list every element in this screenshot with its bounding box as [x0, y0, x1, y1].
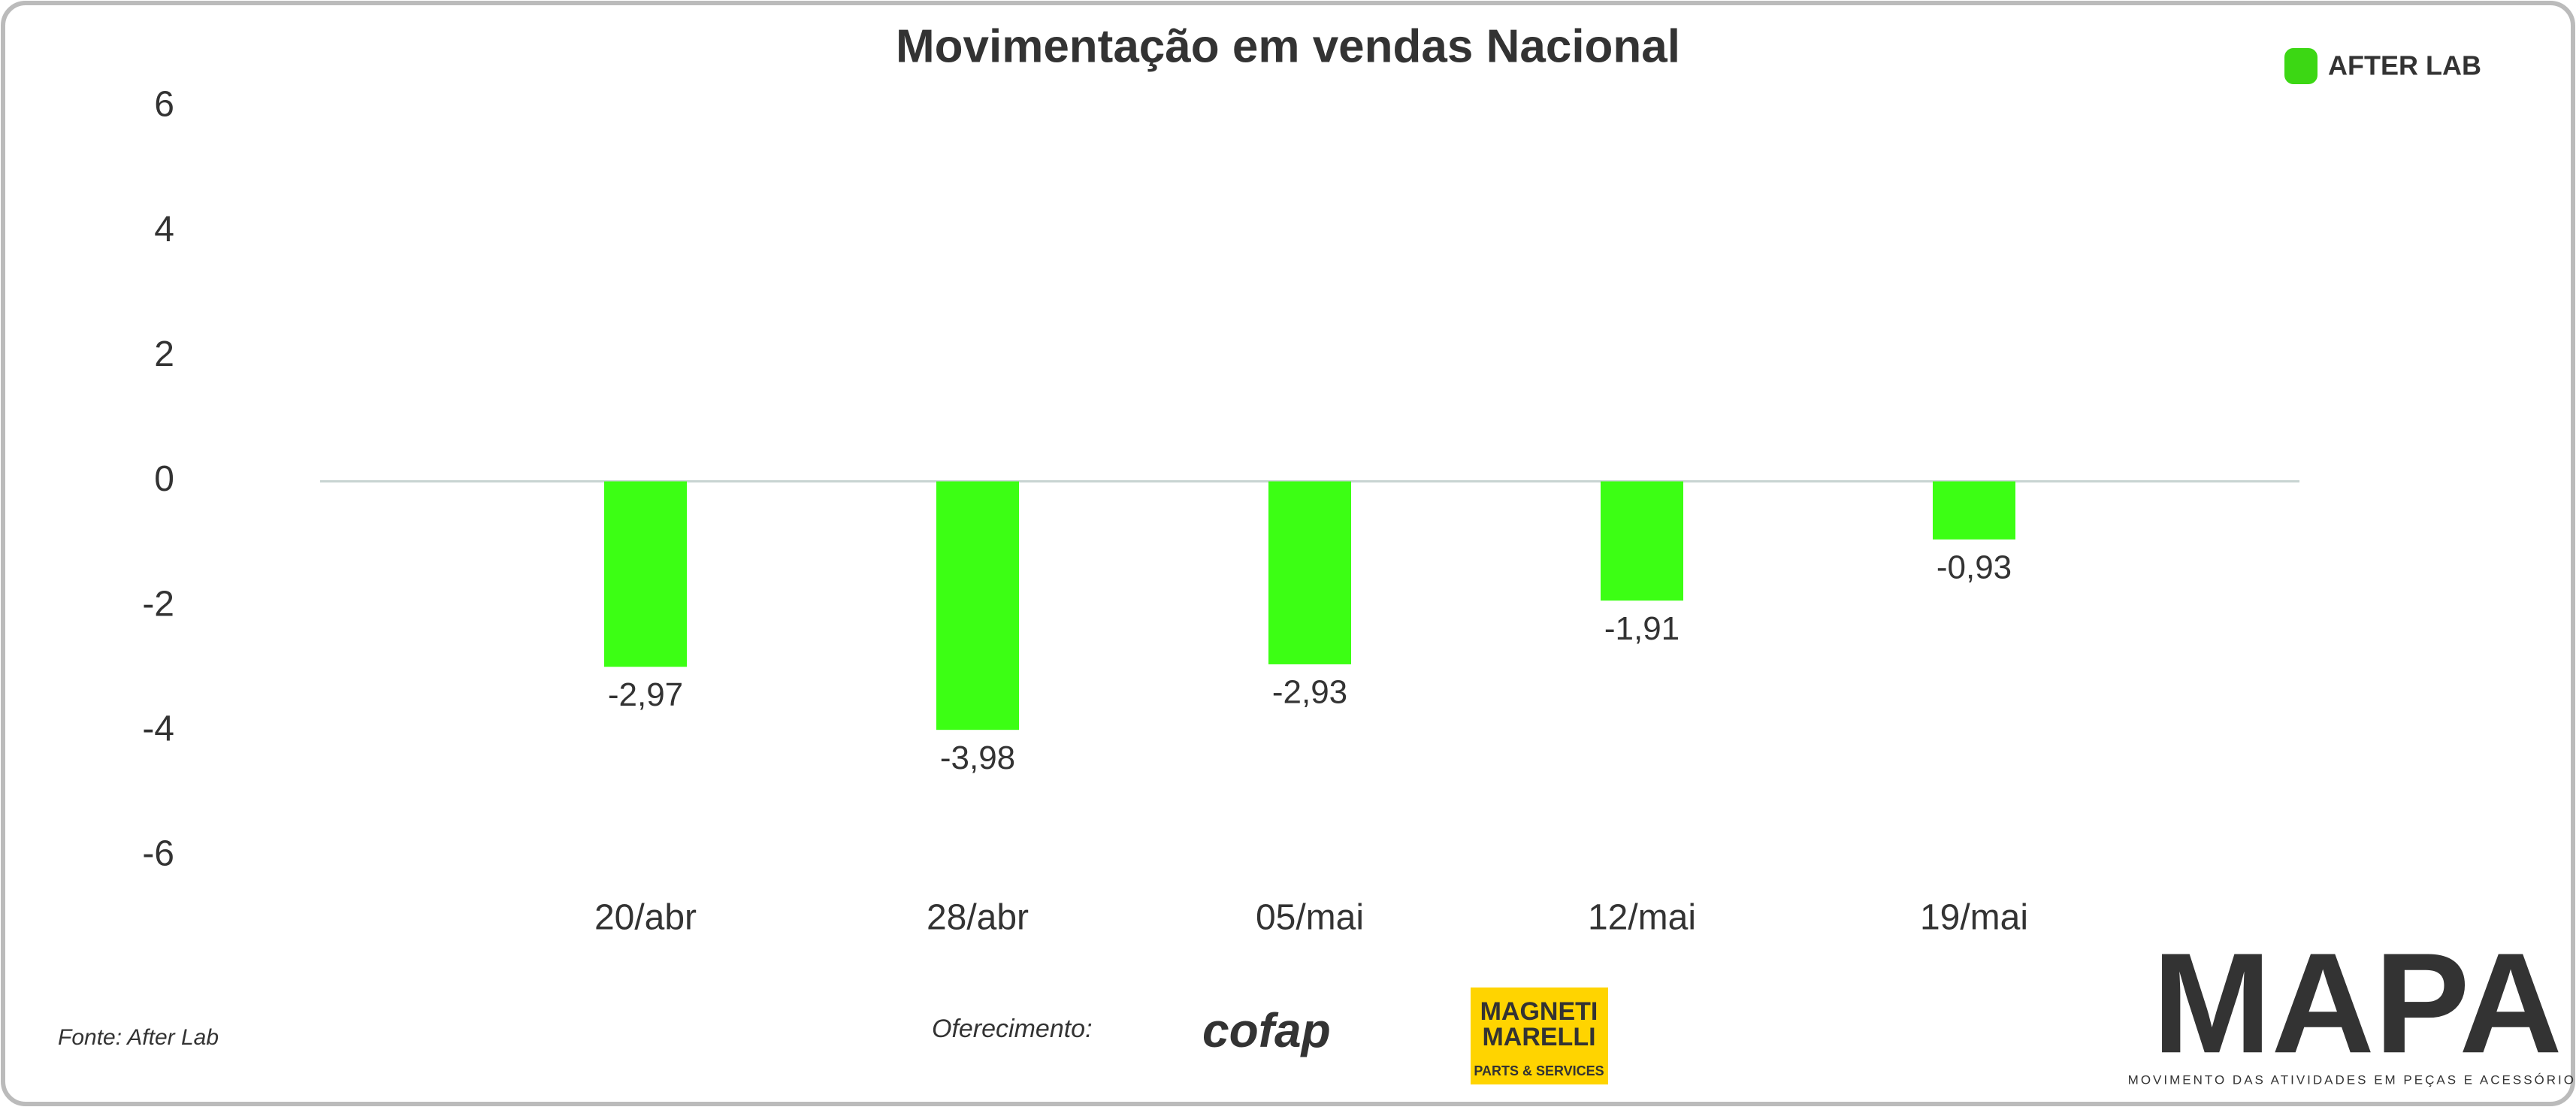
sponsor-cofap: cofap — [1202, 1003, 1331, 1057]
brand-name: AFTER LAB — [2328, 50, 2481, 81]
mapa-tagline: MOVIMENTO DAS ATIVIDADES EM PEÇAS E ACES… — [2128, 1072, 2576, 1087]
bar — [1933, 481, 2015, 540]
value-label: -2,93 — [1272, 674, 1347, 711]
x-tick-label: 12/mai — [1588, 898, 1696, 938]
value-label: -2,97 — [608, 676, 683, 713]
sponsor-box — [1471, 988, 1608, 1084]
source: Fonte: After Lab — [58, 1025, 219, 1050]
value-label: -0,93 — [1937, 549, 2012, 585]
bar — [1268, 481, 1351, 664]
bar — [936, 481, 1019, 730]
sponsor-label: Oferecimento: — [932, 1015, 1093, 1043]
y-tick-label: 2 — [154, 334, 174, 374]
y-tick-label: 6 — [154, 85, 174, 125]
sponsor-text: MAGNETI — [1480, 997, 1598, 1026]
x-tick-label: 20/abr — [594, 898, 697, 938]
y-tick-label: -4 — [142, 709, 174, 749]
x-tick-label: 05/mai — [1256, 898, 1364, 938]
sponsor-magneti: MAGNETI MARELLI PARTS & SERVICES — [1471, 988, 1608, 1084]
x-tick-label: 19/mai — [1920, 898, 2028, 938]
sponsor-text: MARELLI — [1482, 1023, 1595, 1051]
y-tick-label: 0 — [154, 459, 174, 499]
bar — [604, 481, 687, 667]
brand-icon — [2284, 48, 2317, 84]
value-label: -1,91 — [1604, 610, 1680, 647]
chart-title: Movimentação em vendas Nacional — [896, 20, 1680, 72]
value-label: -3,98 — [940, 740, 1015, 776]
x-tick-label: 28/abr — [927, 898, 1029, 938]
y-tick-label: -2 — [142, 584, 174, 624]
sponsor-tagline: PARTS & SERVICES — [1474, 1063, 1604, 1078]
y-tick-label: -6 — [142, 834, 174, 874]
bar — [1601, 481, 1683, 601]
y-tick-label: 4 — [154, 210, 174, 250]
mapa-logo: MAPA — [2152, 924, 2562, 1083]
brand-logo: AFTER LAB — [2284, 48, 2481, 84]
